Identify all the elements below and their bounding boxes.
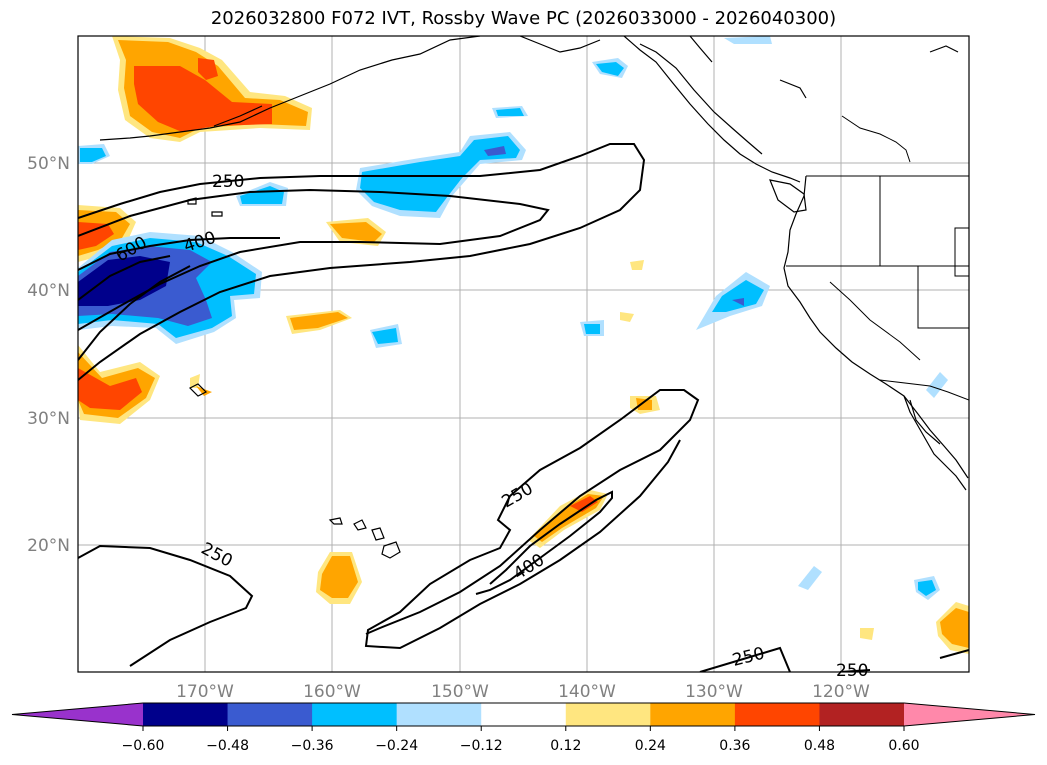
colorbar-tick-label: 0.48 xyxy=(804,738,835,754)
colorbar-swatch xyxy=(227,703,313,726)
lon-label: 120°W xyxy=(812,682,870,702)
colorbar-tick-label: −0.12 xyxy=(460,738,503,754)
lat-label: 30°N xyxy=(27,409,70,429)
lat-label: 50°N xyxy=(27,154,70,174)
contour-label: 250 xyxy=(836,661,868,681)
colorbar-tick-label: −0.24 xyxy=(375,738,418,754)
colorbar-swatch xyxy=(143,703,229,726)
colorbar-tick-label: −0.60 xyxy=(122,738,165,754)
latitude-labels: 50°N 40°N 30°N 20°N xyxy=(27,154,70,556)
coastlines xyxy=(99,36,969,559)
colorbar-swatch xyxy=(396,703,482,726)
colorbar-extend-high xyxy=(904,703,1035,726)
colorbar-swatch xyxy=(734,703,820,726)
lon-label: 140°W xyxy=(558,682,616,702)
map-area xyxy=(78,36,969,672)
map-title: 2026032800 F072 IVT, Rossby Wave PC (202… xyxy=(210,8,837,29)
lat-label: 20°N xyxy=(27,536,70,556)
lon-label: 150°W xyxy=(431,682,489,702)
colorbar: −0.60 −0.48 −0.36 −0.24 −0.12 0.12 0.24 0.36 0.4… xyxy=(11,702,1036,754)
longitude-labels: 170°W 160°W 150°W 140°W 130°W 120°W xyxy=(176,682,870,702)
colorbar-tick-label: 0.36 xyxy=(719,738,750,754)
political-borders xyxy=(786,115,969,401)
colorbar-swatch xyxy=(819,703,905,726)
colorbar-tick-label: −0.48 xyxy=(206,738,249,754)
ivt-contours xyxy=(78,143,969,672)
colorbar-swatch xyxy=(565,703,651,726)
colorbar-tick-label: 0.12 xyxy=(550,738,581,754)
lat-label: 40°N xyxy=(27,281,70,301)
contour-label: 250 xyxy=(212,172,244,192)
colorbar-tick-label: 0.24 xyxy=(635,738,666,754)
colorbar-swatch xyxy=(481,703,567,726)
colorbar-extend-low xyxy=(12,703,143,726)
colorbar-swatch xyxy=(650,703,736,726)
lon-label: 130°W xyxy=(685,682,743,702)
map-frame xyxy=(77,35,970,673)
lon-label: 160°W xyxy=(303,682,361,702)
lon-label: 170°W xyxy=(176,682,234,702)
colorbar-tick-label: 0.60 xyxy=(888,738,919,754)
colorbar-tick-label: −0.36 xyxy=(291,738,334,754)
colorbar-swatch xyxy=(312,703,398,726)
